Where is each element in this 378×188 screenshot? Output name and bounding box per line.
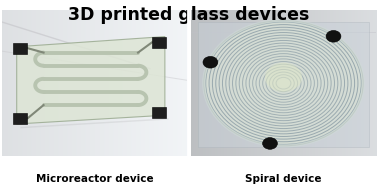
Text: Microreactor device: Microreactor device	[36, 174, 153, 184]
Circle shape	[204, 20, 363, 146]
Bar	[152, 37, 166, 48]
Bar	[13, 43, 28, 54]
FancyBboxPatch shape	[198, 22, 369, 147]
Text: 3D printed glass devices: 3D printed glass devices	[68, 6, 310, 24]
Circle shape	[326, 30, 341, 42]
Polygon shape	[20, 118, 169, 128]
Circle shape	[203, 56, 218, 68]
Circle shape	[263, 138, 277, 149]
Bar	[152, 107, 166, 118]
Text: Spiral device: Spiral device	[245, 174, 322, 184]
Circle shape	[265, 63, 302, 92]
Polygon shape	[17, 36, 165, 124]
Bar	[13, 113, 28, 124]
